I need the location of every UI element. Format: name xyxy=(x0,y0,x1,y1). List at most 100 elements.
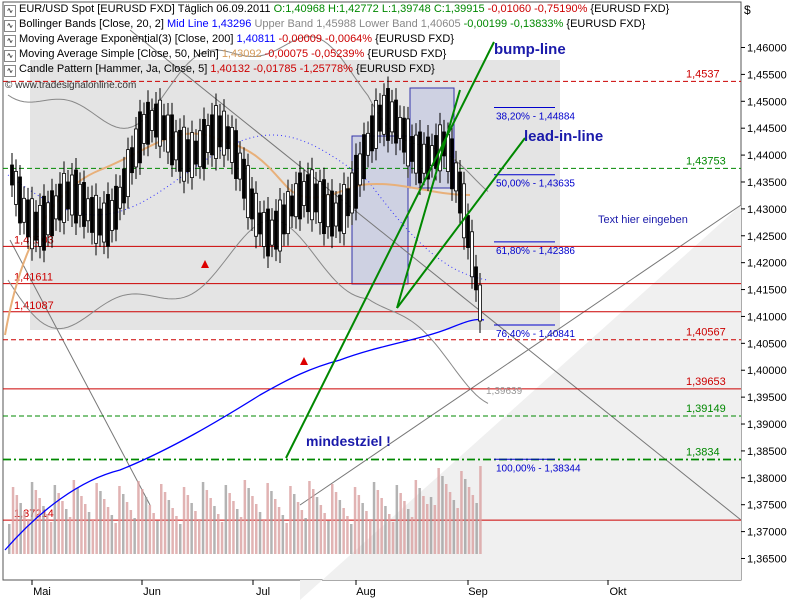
candle-body xyxy=(342,184,346,234)
x-tick-label: Okt xyxy=(609,586,626,598)
volume-bar xyxy=(266,483,269,554)
candle-body xyxy=(138,111,142,164)
volume-bar xyxy=(395,485,399,554)
level-label: 1,43753 xyxy=(686,155,726,167)
volume-bar xyxy=(467,487,471,554)
volume-bar xyxy=(80,496,83,554)
volume-bar xyxy=(186,495,190,554)
candle-body xyxy=(434,135,438,169)
candle-body xyxy=(286,191,290,235)
indicator-symbol: {EURUSD FXD} xyxy=(355,63,435,75)
volume-bar xyxy=(19,503,22,554)
legend-row-bollinger: ∿ Bollinger Bands [Close, 20, 2] Mid Line… xyxy=(4,17,669,32)
y-tick-label: 1,45500 xyxy=(747,69,787,81)
annotation-lead-in-line: lead-in-line xyxy=(524,128,603,145)
toggle-icon[interactable]: ∿ xyxy=(4,5,16,17)
volume-bar xyxy=(38,498,41,554)
volume-bar xyxy=(243,480,247,554)
volume-bar xyxy=(331,484,334,554)
volume-bar xyxy=(407,509,410,554)
y-tick-label: 1,40500 xyxy=(747,338,787,350)
legend-row-candle: ∿ Candle Pattern [Hammer, Ja, Close, 5] 1… xyxy=(4,62,669,77)
candle-body xyxy=(318,181,322,224)
candle-body xyxy=(290,195,294,217)
volume-bar xyxy=(160,484,163,554)
volume-bar xyxy=(308,481,311,554)
candle-body xyxy=(462,183,466,239)
candle-body xyxy=(142,114,146,144)
candle-body xyxy=(470,231,474,278)
volume-bar xyxy=(376,490,380,554)
candle-body xyxy=(322,179,326,235)
candle-body xyxy=(358,153,362,186)
x-tick-label: Sep xyxy=(468,586,488,598)
annotation-mindestziel: mindestziel ! xyxy=(306,433,391,449)
y-tick-label: 1,37500 xyxy=(747,500,787,512)
volume-bar xyxy=(293,494,296,554)
candle-body xyxy=(178,129,182,172)
volume-bar xyxy=(30,482,34,554)
candle-body xyxy=(218,115,222,148)
chart-legend: ∿ EUR/USD Spot [EURUSD FXD] Täglich 06.09… xyxy=(4,2,669,77)
toggle-icon[interactable]: ∿ xyxy=(4,65,16,77)
volume-bar xyxy=(156,521,159,554)
candle-body xyxy=(258,212,262,235)
y-tick-label: 1,38000 xyxy=(747,473,787,485)
candle-body xyxy=(110,200,114,231)
y-tick-label: 1,46000 xyxy=(747,43,787,55)
candle-body xyxy=(210,114,214,156)
candle-body xyxy=(338,194,342,232)
volume-bar xyxy=(220,522,224,554)
candle-body xyxy=(274,210,278,250)
volume-bar xyxy=(414,480,418,554)
volume-bar xyxy=(429,497,433,554)
candle-body xyxy=(466,215,470,248)
volume-bar xyxy=(479,466,482,554)
indicator-name: Bollinger Bands [Close, 20, 2] xyxy=(19,18,164,30)
candle-body xyxy=(98,208,102,236)
candle-body xyxy=(34,211,38,241)
candle-body xyxy=(374,100,378,149)
toggle-icon[interactable]: ∿ xyxy=(4,20,16,32)
volume-bar xyxy=(106,507,110,554)
candle-body xyxy=(266,208,270,257)
bump-line xyxy=(285,41,495,459)
candle-body xyxy=(418,131,422,184)
volume-bar xyxy=(281,515,285,554)
volume-bar xyxy=(346,516,349,554)
y-tick-label: 1,41500 xyxy=(747,285,787,297)
candle-body xyxy=(478,284,482,322)
candle-body xyxy=(62,173,66,223)
candle-body xyxy=(278,199,282,252)
candle-body xyxy=(398,117,402,139)
x-tick-label: Mai xyxy=(33,586,51,598)
volume-bar xyxy=(270,491,273,554)
volume-bar xyxy=(353,487,357,554)
candle-body xyxy=(174,131,178,161)
level-label: 1,41087 xyxy=(14,300,54,312)
volume-bar xyxy=(27,519,30,554)
candle-body xyxy=(294,183,298,218)
candle-body xyxy=(22,197,26,223)
volume-bar xyxy=(448,492,452,554)
volume-bar xyxy=(289,486,292,554)
toggle-icon[interactable]: ∿ xyxy=(4,50,16,62)
fib-label: 50,00% - 1,43635 xyxy=(496,179,575,190)
volume-bar xyxy=(201,482,205,554)
volume-bar xyxy=(236,509,239,554)
candle-body xyxy=(346,188,350,217)
candle-body xyxy=(30,198,34,250)
indicator-change: -0,01785 -1,25778% xyxy=(253,63,353,75)
toggle-icon[interactable]: ∿ xyxy=(4,35,16,47)
indicator-change: -0,00199 -0,13833% xyxy=(463,18,564,30)
volume-bar xyxy=(384,506,387,554)
candle-body xyxy=(370,115,374,152)
volume-bar xyxy=(103,499,106,554)
candle-body xyxy=(354,154,358,209)
level-label: 1,40567 xyxy=(686,327,726,339)
volume-bar xyxy=(110,515,114,554)
candle-body xyxy=(402,117,406,153)
volume-bar xyxy=(182,487,186,554)
level-label: 1,39149 xyxy=(686,403,726,415)
